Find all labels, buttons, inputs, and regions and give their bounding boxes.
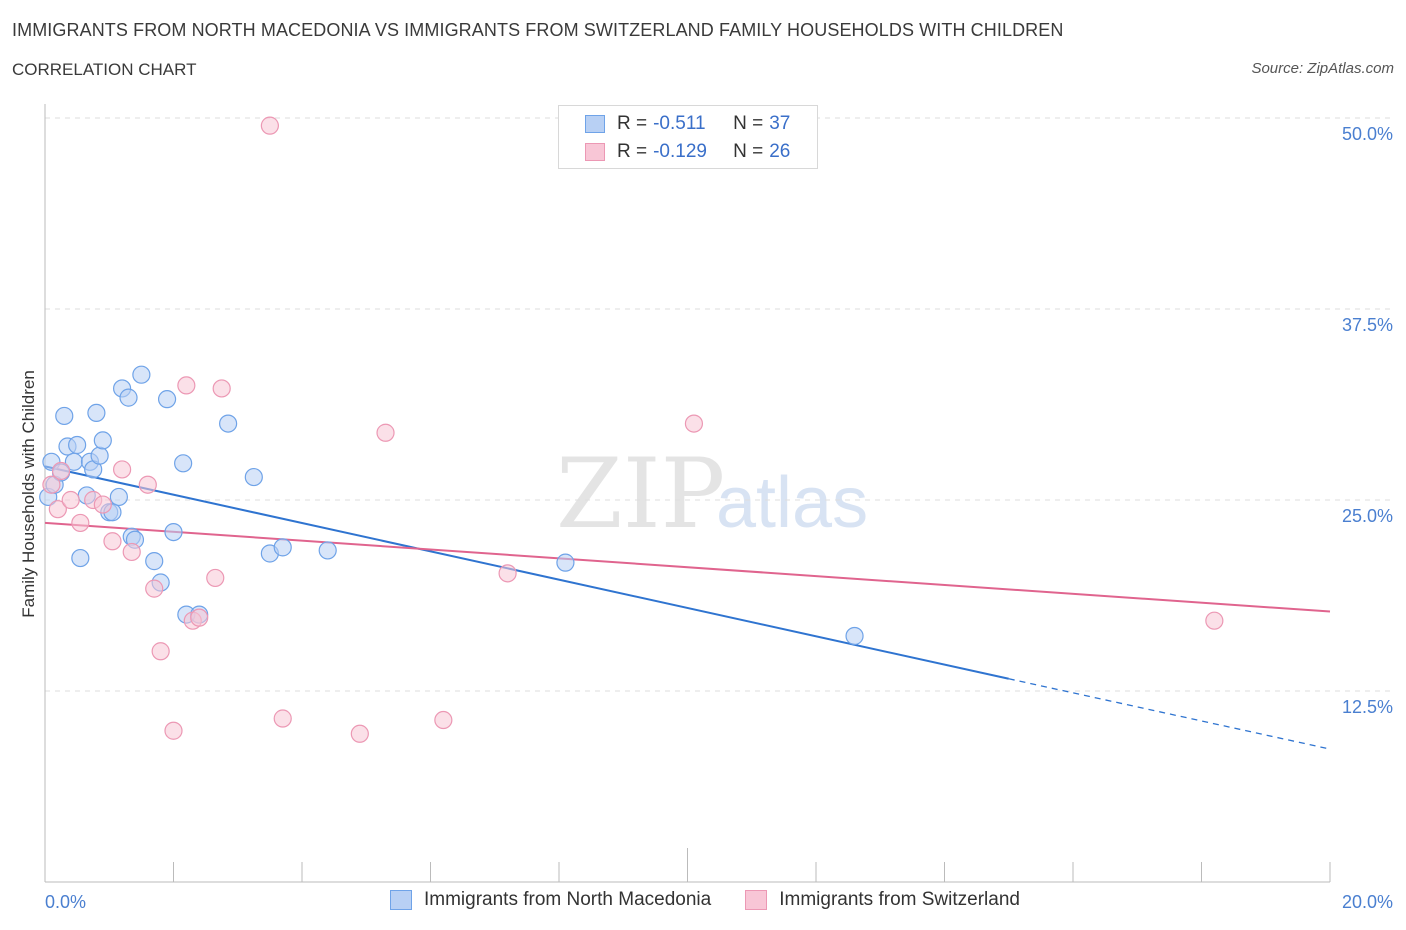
point-north-macedonia — [318, 541, 337, 560]
legend-swatch-blue — [585, 115, 605, 133]
point-switzerland — [61, 490, 80, 510]
trend-line-north-macedonia — [44, 465, 1009, 680]
point-north-macedonia — [845, 626, 864, 646]
point-north-macedonia — [174, 454, 193, 473]
legend-item-north-macedonia[interactable]: Immigrants from North Macedonia — [390, 889, 711, 911]
point-north-macedonia — [556, 553, 575, 572]
point-north-macedonia — [93, 431, 112, 450]
point-north-macedonia — [55, 406, 74, 426]
legend-n-value: 37 — [769, 113, 791, 134]
point-switzerland — [48, 500, 67, 519]
point-switzerland — [42, 475, 61, 494]
trend-lines — [44, 465, 1331, 750]
chart-subtitle: CORRELATION CHART — [12, 60, 197, 79]
point-switzerland — [206, 568, 225, 588]
legend-swatch-pink — [745, 890, 768, 910]
series-legend: Immigrants from North Macedonia Immigran… — [390, 889, 1054, 911]
point-north-macedonia — [145, 552, 164, 571]
y-axis-title: Family Households with Children — [19, 370, 38, 618]
point-switzerland — [498, 564, 517, 583]
legend-item-switzerland[interactable]: Immigrants from Switzerland — [745, 889, 1020, 911]
legend-r-label: R = — [617, 113, 648, 134]
watermark-zip: ZIP — [556, 438, 725, 550]
point-switzerland — [684, 414, 704, 433]
point-north-macedonia — [109, 487, 128, 507]
legend-n-value: 26 — [769, 141, 791, 162]
y-tick-label: 25.0% — [1342, 506, 1393, 526]
point-switzerland — [177, 376, 196, 395]
y-tick-label: 12.5% — [1342, 697, 1393, 717]
point-switzerland — [103, 532, 122, 551]
point-north-macedonia — [132, 365, 151, 384]
y-tick-label: 37.5% — [1342, 315, 1393, 335]
point-switzerland — [434, 710, 453, 730]
point-switzerland — [190, 608, 209, 627]
grid-lines — [45, 117, 1395, 692]
watermark-atlas: atlas — [716, 463, 868, 543]
point-north-macedonia — [71, 548, 90, 568]
legend-row-switzerland: R = -0.129 N = 26 — [585, 140, 790, 164]
point-north-macedonia — [273, 538, 292, 557]
point-switzerland — [260, 116, 279, 135]
legend-n-label: N = — [733, 113, 764, 134]
legend-swatch-blue — [390, 890, 412, 910]
point-north-macedonia — [157, 390, 177, 409]
point-switzerland — [376, 423, 395, 442]
point-north-macedonia — [244, 467, 263, 487]
point-switzerland — [1205, 611, 1224, 630]
chart-title: IMMIGRANTS FROM NORTH MACEDONIA VS IMMIG… — [12, 20, 1064, 40]
data-points — [39, 116, 1224, 743]
legend-n-label: N = — [733, 141, 764, 162]
y-tick-label: 50.0% — [1342, 124, 1393, 144]
source-label: Source: ZipAtlas.com — [1251, 60, 1394, 77]
point-switzerland — [122, 542, 141, 562]
point-switzerland — [350, 724, 369, 743]
legend-r-value: -0.511 — [653, 113, 706, 134]
legend-r-value: -0.129 — [653, 141, 707, 162]
trend-line-switzerland — [44, 521, 1331, 613]
x-tick-label: 20.0% — [1342, 892, 1393, 912]
correlation-legend: R = -0.511 N = 37 R = -0.129 N = 26 — [558, 105, 818, 169]
point-north-macedonia — [219, 414, 238, 433]
point-north-macedonia — [90, 446, 109, 465]
point-switzerland — [273, 709, 292, 728]
legend-label-north-macedonia: Immigrants from North Macedonia — [424, 889, 712, 910]
point-north-macedonia — [87, 403, 106, 423]
point-switzerland — [112, 460, 132, 479]
x-tick-label: 0.0% — [45, 892, 86, 912]
point-switzerland — [51, 461, 71, 481]
point-switzerland — [138, 475, 157, 494]
legend-row-north-macedonia: R = -0.511 N = 37 — [585, 112, 790, 136]
point-switzerland — [212, 379, 231, 398]
legend-r-label: R = — [617, 141, 648, 162]
trend-line-extension — [1008, 678, 1331, 750]
point-north-macedonia — [68, 435, 87, 455]
point-north-macedonia — [119, 388, 138, 407]
point-switzerland — [145, 579, 164, 598]
point-switzerland — [93, 495, 112, 514]
point-switzerland — [164, 721, 183, 740]
point-switzerland — [71, 513, 90, 533]
zipatlas-watermark: ZIP atlas — [556, 438, 868, 550]
legend-swatch-pink — [585, 143, 605, 161]
point-north-macedonia — [164, 522, 183, 542]
point-switzerland — [151, 642, 170, 661]
legend-label-switzerland: Immigrants from Switzerland — [779, 889, 1020, 910]
axis-labels: 12.5% 25.0% 37.5% 50.0% 0.0% 20.0% Family Hous… — [19, 124, 1393, 912]
